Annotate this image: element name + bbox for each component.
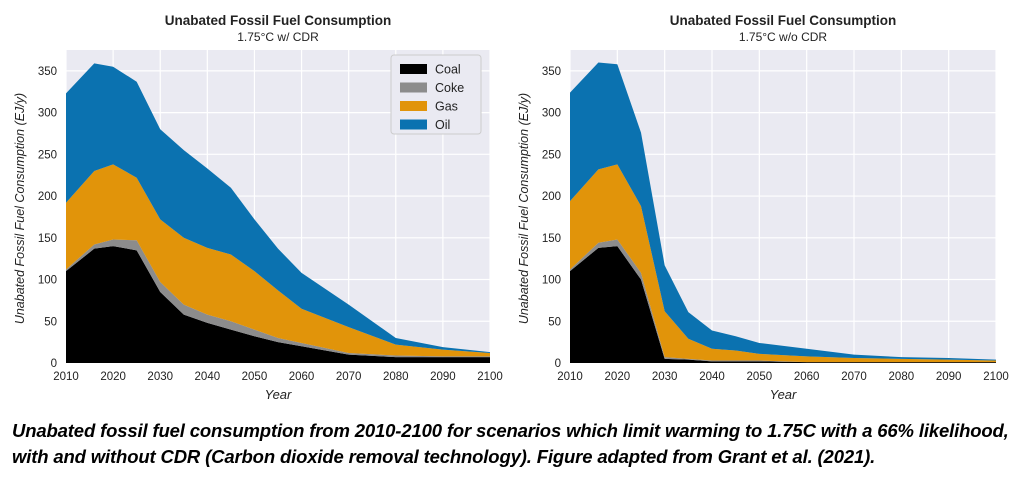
- y-tick-label: 350: [542, 66, 561, 78]
- x-tick-label: 2080: [383, 371, 409, 383]
- y-axis-label: Unabated Fossil Fuel Consumption (EJ/y): [13, 93, 27, 324]
- x-tick-label: 2080: [889, 371, 915, 383]
- x-tick-label: 2020: [100, 371, 126, 383]
- x-tick-label: 2020: [605, 371, 631, 383]
- x-tick-label: 2060: [794, 371, 820, 383]
- x-tick-label: 2090: [430, 371, 456, 383]
- y-tick-label: 150: [542, 233, 561, 245]
- area-series-oil: [570, 62, 996, 361]
- x-tick-label: 2070: [336, 371, 362, 383]
- legend-label-oil: Oil: [435, 118, 450, 132]
- caption-line-2: with and without CDR (Carbon dioxide rem…: [12, 446, 876, 467]
- x-tick-label: 2030: [652, 371, 678, 383]
- legend-swatch-coke: [400, 82, 427, 93]
- area-series-gas: [570, 164, 996, 363]
- chart-panel-2: 0 50 100 150 200 250 300 350 2010 2020 2030 2040 205…: [517, 13, 1009, 402]
- y-tick-label: 150: [38, 233, 57, 245]
- y-tick-label: 350: [38, 66, 57, 78]
- legend-swatch-gas: [400, 101, 427, 111]
- y-tick-label: 100: [38, 275, 57, 287]
- y-tick-label: 100: [542, 275, 561, 287]
- x-tick-label: 2100: [477, 371, 503, 383]
- y-tick-label: 0: [555, 358, 561, 370]
- chart-panel-1: 0 50 100 150 200 250 300 350 2010 2020 2030 2040 205…: [13, 13, 503, 402]
- x-tick-label: 2040: [699, 371, 725, 383]
- y-tick-label: 200: [542, 191, 561, 203]
- area-series-oil: [66, 63, 490, 353]
- x-tick-label: 2050: [747, 371, 773, 383]
- x-tick-label: 2030: [147, 371, 173, 383]
- y-tick-label: 250: [38, 149, 57, 161]
- legend-label-coal: Coal: [435, 63, 461, 77]
- chart-title: Unabated Fossil Fuel Consumption: [165, 13, 392, 28]
- area-series-coal: [66, 246, 490, 363]
- figure: 0 50 100 150 200 250 300 350 2010 2020 2030 2040 205…: [13, 13, 1009, 402]
- x-axis-label: Year: [265, 387, 292, 402]
- y-tick-label: 200: [38, 191, 57, 203]
- x-tick-label: 2100: [983, 371, 1009, 383]
- y-tick-label: 250: [542, 149, 561, 161]
- area-series-gas: [66, 164, 490, 357]
- chart-title: Unabated Fossil Fuel Consumption: [670, 13, 897, 28]
- legend-label-gas: Gas: [435, 100, 458, 114]
- y-tick-label: 300: [38, 108, 57, 120]
- x-tick-label: 2040: [195, 371, 221, 383]
- y-tick-label: 50: [548, 316, 561, 328]
- y-tick-label: 0: [51, 358, 57, 370]
- caption-line-1: Unabated fossil fuel consumption from 20…: [12, 420, 1009, 441]
- legend-box: [390, 54, 482, 135]
- y-tick-label: 50: [44, 316, 57, 328]
- legend-label-coke: Coke: [435, 81, 464, 95]
- x-tick-label: 2060: [289, 371, 315, 383]
- legend: Coal Coke Gas Oil: [390, 54, 482, 135]
- area-series-coal: [570, 246, 996, 363]
- x-tick-label: 2010: [53, 371, 79, 383]
- y-tick-label: 300: [542, 108, 561, 120]
- chart-subtitle: 1.75°C w/ CDR: [237, 30, 319, 44]
- x-tick-label: 2050: [242, 371, 268, 383]
- x-tick-label: 2010: [557, 371, 583, 383]
- figure-caption: Unabated fossil fuel consumption from 20…: [12, 418, 1018, 470]
- x-axis-label: Year: [770, 387, 797, 402]
- x-tick-label: 2090: [936, 371, 962, 383]
- legend-swatch-oil: [400, 119, 427, 130]
- y-axis-label: Unabated Fossil Fuel Consumption (EJ/y): [517, 93, 531, 324]
- legend-swatch-coal: [400, 64, 427, 74]
- chart-subtitle: 1.75°C w/o CDR: [739, 30, 827, 44]
- x-tick-label: 2070: [841, 371, 867, 383]
